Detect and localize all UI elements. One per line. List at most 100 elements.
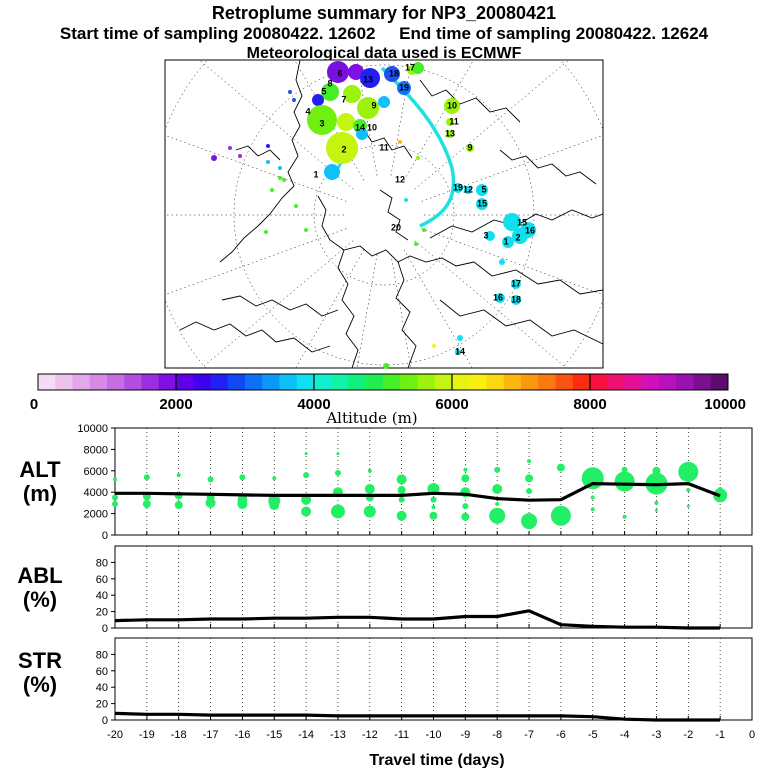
map-day-label: 9: [371, 100, 376, 110]
altitude-dot: [654, 508, 658, 512]
plume-point: [511, 295, 521, 305]
map-day-label: 12: [463, 184, 473, 194]
colorbar-cell: [279, 374, 298, 390]
altitude-dot: [301, 494, 312, 505]
colorbar-cell: [55, 374, 73, 390]
map-day-label: 5: [481, 184, 486, 194]
chart-title: Retroplume summary for NP3_20080421: [211, 3, 557, 23]
meridian-line: [356, 254, 378, 368]
altitude-dot: [272, 476, 277, 481]
colorbar-tick-label: 10000: [704, 396, 746, 413]
colorbar-cell: [365, 374, 384, 390]
altitude-dot: [176, 473, 181, 478]
colorbar-frame: [37, 373, 729, 391]
y-tick-label: 6000: [84, 466, 108, 478]
plume-point: [266, 144, 270, 148]
meridian-line: [390, 254, 412, 368]
colorbar-cell: [158, 374, 177, 390]
sampling-times: Start time of sampling 20080422. 12602 E…: [0, 24, 768, 44]
colorbar-cell: [314, 374, 332, 390]
y-tick-label: 40: [96, 590, 108, 602]
map-day-label: 16: [493, 292, 503, 302]
plume-point: [384, 66, 400, 82]
colorbar-cell: [38, 374, 56, 390]
met-data-note: Meteorological data used is ECMWF: [246, 45, 522, 62]
x-tick-label: -14: [298, 729, 314, 741]
altitude-dot: [590, 507, 595, 512]
plume-point: [432, 344, 436, 348]
plume-point: [455, 349, 461, 355]
plume-point: [321, 83, 339, 101]
altitude-dot: [431, 505, 436, 510]
y-tick-label: 80: [96, 649, 108, 661]
colorbar-cell: [348, 374, 367, 390]
x-tick-label: -15: [266, 729, 282, 741]
altitude-dot: [461, 512, 470, 521]
alt-panel: ALT (m) 0 2000 4000 6000 8000 10000: [19, 423, 753, 542]
colorbar-cell: [659, 374, 677, 390]
colorbar-cell: [555, 374, 574, 390]
plume-point: [343, 85, 361, 103]
plume-point: [282, 178, 286, 182]
altitude-dot: [462, 503, 469, 510]
map-day-label: 13: [363, 74, 373, 84]
colorbar-cell: [434, 374, 453, 390]
map-day-label: 6: [337, 68, 342, 78]
map-day-label: 14: [455, 346, 465, 356]
map-day-label: 17: [405, 62, 415, 72]
map-day-label: 2: [341, 144, 346, 154]
plume-point: [211, 155, 217, 161]
colorbar-cell: [521, 374, 539, 390]
colorbar-tick-label: 0: [30, 396, 38, 413]
plume-point: [270, 188, 274, 192]
plume-point: [304, 228, 308, 232]
map-day-label: 15: [517, 217, 527, 227]
altitude-dot: [654, 500, 659, 505]
x-tick-label: -6: [556, 729, 566, 741]
y-tick-label: 80: [96, 557, 108, 569]
x-tick-label: -4: [620, 729, 630, 741]
plume-point: [502, 236, 514, 248]
colorbar-cell: [262, 374, 280, 390]
altitude-dot: [678, 461, 699, 482]
alt-label-line1: ALT: [19, 457, 61, 482]
map-day-label: 10: [447, 100, 457, 110]
altitude-dot: [494, 466, 501, 473]
x-tick-label: -19: [139, 729, 155, 741]
plume-point: [416, 156, 420, 160]
str-label-line1: STR: [18, 648, 62, 673]
colorbar-cell: [503, 374, 522, 390]
x-tick-label: -17: [203, 729, 219, 741]
colorbar-cell: [193, 374, 211, 390]
colorbar-cell: [176, 374, 194, 390]
map-day-label: 12: [395, 174, 405, 184]
plume-point: [292, 98, 296, 102]
plume-point: [485, 231, 495, 241]
map-plume-points: [211, 61, 536, 369]
plume-point: [397, 81, 411, 95]
altitude-dot: [112, 500, 118, 507]
altitude-dot: [396, 510, 407, 521]
altitude-dot: [205, 497, 216, 508]
colorbar-cell: [590, 374, 608, 390]
altitude-dot: [303, 472, 310, 479]
alt-label-line2: (m): [23, 481, 57, 506]
colorbar-tick-label: 4000: [297, 396, 330, 413]
altitude-dot: [463, 467, 468, 472]
colorbar-cell: [107, 374, 125, 390]
plume-point: [520, 222, 536, 238]
altitude-dot: [174, 501, 183, 510]
altitude-dot: [686, 488, 691, 493]
plume-point: [327, 61, 349, 83]
altitude-dot: [334, 469, 341, 476]
colorbar-title: Altitude (m): [325, 409, 417, 427]
altitude-dot: [461, 474, 470, 483]
altitude-dot: [430, 496, 437, 503]
altitude-dot: [652, 466, 661, 475]
plume-point: [476, 184, 488, 196]
plume-point: [511, 279, 521, 289]
plume-point: [476, 198, 488, 210]
plume-point: [444, 98, 460, 114]
colorbar-tick-label: 8000: [573, 396, 606, 413]
